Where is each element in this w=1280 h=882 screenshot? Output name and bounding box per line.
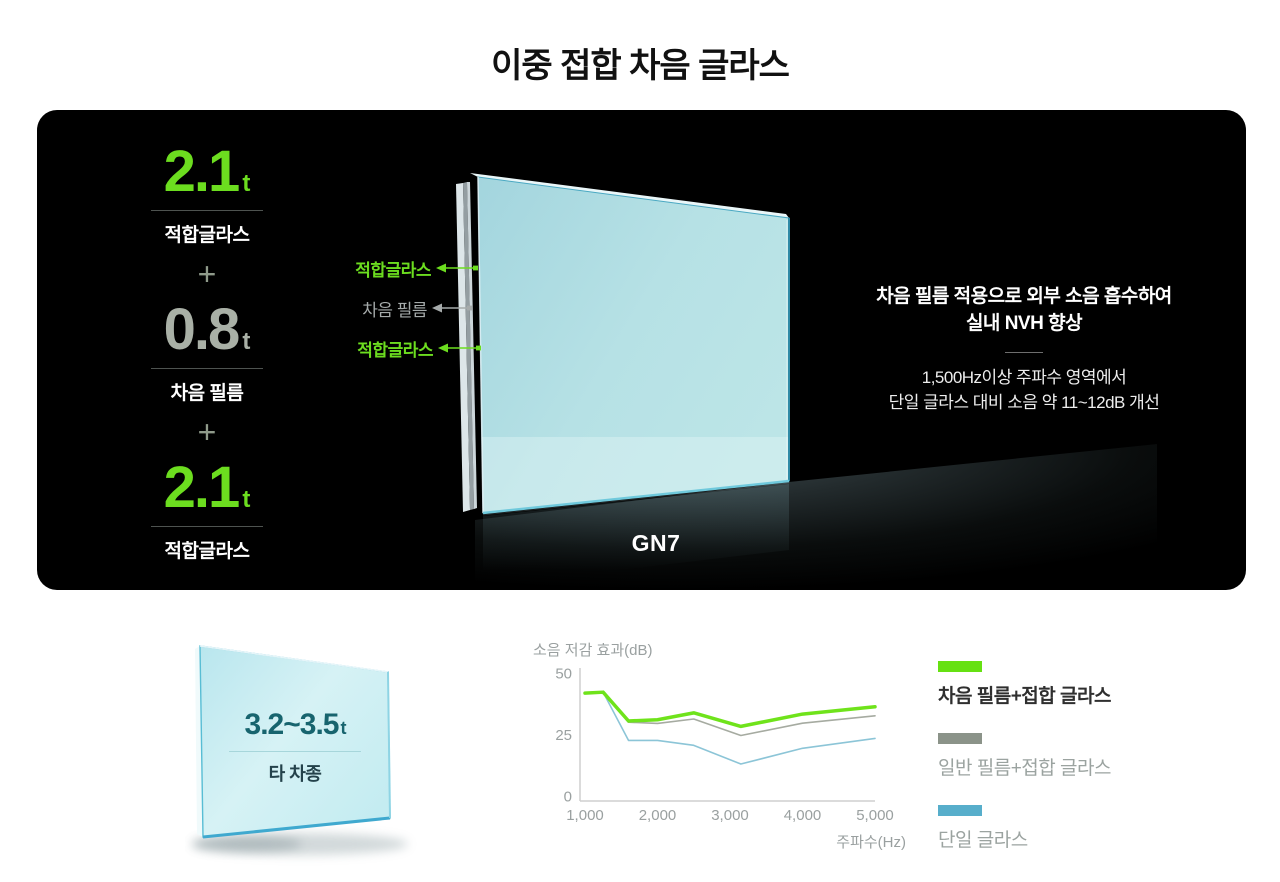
x-axis-ticks: 1,000 2,000 3,000 4,000 5,000 xyxy=(566,807,894,824)
layer-label-outer-glass: 적합글라스 xyxy=(355,258,478,280)
other-glass-value: 3.2~3.5 t xyxy=(244,708,347,741)
svg-text:4,000: 4,000 xyxy=(784,807,822,824)
legend-item: 일반 필름+접합 글라스 xyxy=(938,733,1238,780)
thickness-stack: 2.1 t 적합글라스 + 0.8 t 차음 필름 + 2.1 t 적합글라스 xyxy=(127,142,287,563)
info-body: 1,500Hz이상 주파수 영역에서 단일 글라스 대비 소음 약 11~12d… xyxy=(888,368,1160,412)
glass-band xyxy=(481,437,789,513)
thickness-label: 차음 필름 xyxy=(170,383,244,405)
svg-text:25: 25 xyxy=(555,727,572,744)
thickness-label: 적합글라스 xyxy=(164,541,250,563)
layer-label-film: 차음 필름 xyxy=(362,298,472,320)
legend-item: 단일 글라스 xyxy=(938,805,1238,852)
thickness-item: 2.1 t 적합글라스 xyxy=(151,142,263,247)
glass-reflection xyxy=(483,484,789,586)
divider xyxy=(151,526,263,528)
single-glass-left-edge xyxy=(195,646,203,837)
svg-text:1,000: 1,000 xyxy=(566,807,604,824)
svg-text:2,000: 2,000 xyxy=(639,807,677,824)
unit-t: t xyxy=(242,170,251,197)
page-title: 이중 접합 차음 글라스 xyxy=(491,47,790,85)
arrow-icon xyxy=(438,343,481,353)
laminated-glass-illustration xyxy=(456,173,1157,590)
glass-top-edge xyxy=(470,173,789,218)
other-glass-text: 3.2~3.5 t 타 차종 xyxy=(205,708,385,786)
unit-t: t xyxy=(340,718,346,738)
legend-swatch xyxy=(938,733,982,744)
divider xyxy=(151,210,263,212)
thickness-value: 2.1 t xyxy=(163,455,251,521)
chart-title: 소음 저감 효과(dB) xyxy=(533,642,652,659)
legend-item: 차음 필름+접합 글라스 xyxy=(938,661,1238,708)
divider xyxy=(151,368,263,370)
arrow-icon xyxy=(436,263,478,273)
x-axis-label: 주파수(Hz) xyxy=(836,834,906,851)
plus-sign: + xyxy=(197,414,217,451)
svg-text:3,000: 3,000 xyxy=(711,807,749,824)
inner-glass-edge xyxy=(467,182,477,509)
hero-panel: 2.1 t 적합글라스 + 0.8 t 차음 필름 + 2.1 t 적합글라스 적합글… xyxy=(37,110,1246,590)
legend-swatch xyxy=(938,661,982,672)
noise-reduction-chart: 소음 저감 효과(dB) 50 25 0 1,000 2,000 3,000 4,000 5… xyxy=(533,642,906,851)
info-headline: 차음 필름 적용으로 외부 소음 흡수하여 실내 NVH 향상 xyxy=(876,286,1172,334)
info-block: 차음 필름 적용으로 외부 소음 흡수하여 실내 NVH 향상 1,500Hz이… xyxy=(847,284,1201,415)
svg-text:50: 50 xyxy=(555,666,572,683)
other-glass-label: 타 차종 xyxy=(268,764,322,784)
chart-legend: 차음 필름+접합 글라스 일반 필름+접합 글라스 단일 글라스 xyxy=(938,661,1238,877)
thickness-value: 0.8 t xyxy=(163,297,251,363)
model-caption: GN7 xyxy=(631,530,681,556)
chart-series-lines xyxy=(583,690,877,765)
divider xyxy=(229,751,361,752)
plus-sign: + xyxy=(197,256,217,293)
unit-t: t xyxy=(242,486,251,514)
thickness-label: 적합글라스 xyxy=(164,225,250,247)
unit-t: t xyxy=(242,328,251,356)
thickness-item: 0.8 t 차음 필름 xyxy=(151,300,263,405)
layer-label-inner-glass: 적합글라스 xyxy=(357,338,481,360)
legend-swatch xyxy=(938,805,982,816)
thickness-value: 2.1 t xyxy=(163,139,251,204)
arrow-icon xyxy=(432,303,472,313)
thickness-item: 2.1 t 적합글라스 xyxy=(151,458,263,563)
single-glass-illustration xyxy=(192,645,408,855)
info-divider xyxy=(1005,352,1043,354)
film-layer-edge xyxy=(463,182,474,510)
svg-text:0: 0 xyxy=(564,789,572,806)
y-axis-ticks: 50 25 0 xyxy=(555,666,572,806)
svg-text:5,000: 5,000 xyxy=(856,807,894,824)
